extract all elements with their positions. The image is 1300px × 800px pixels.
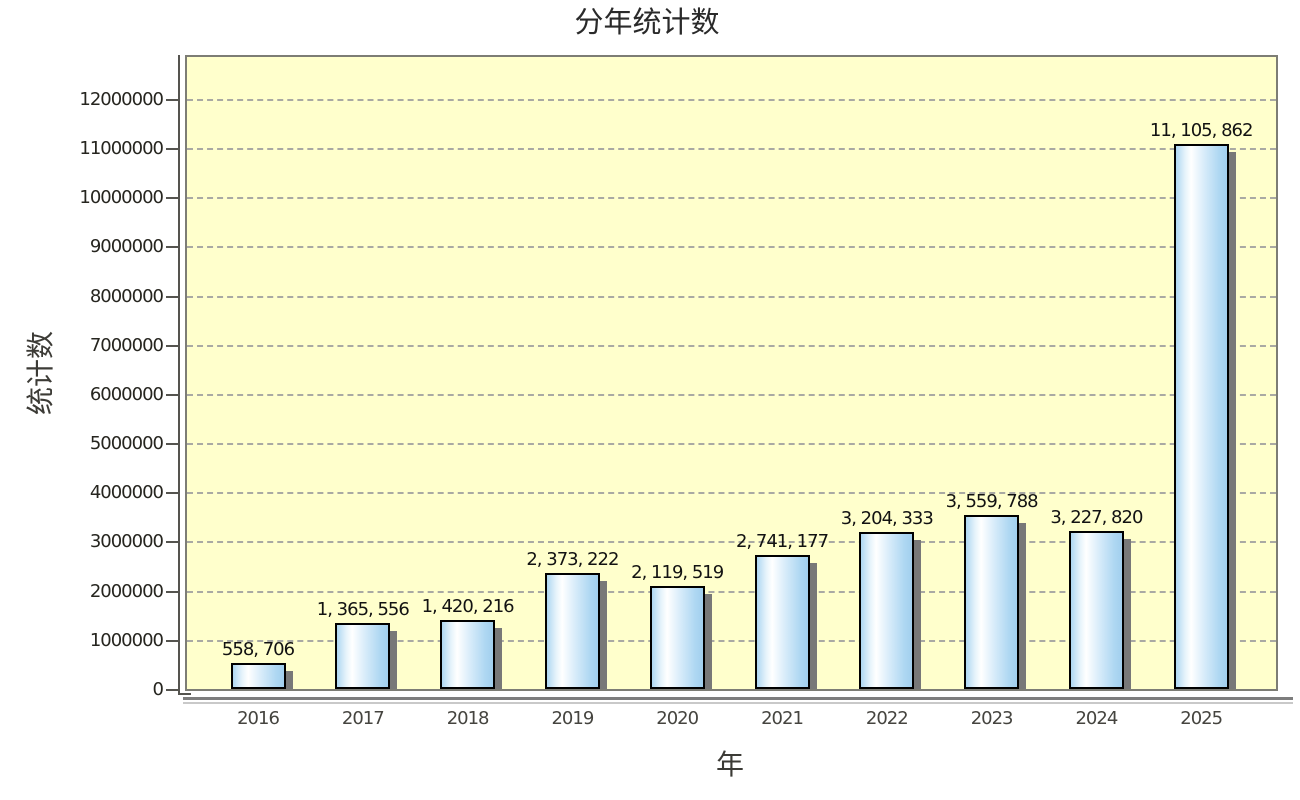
gridline (187, 443, 1276, 446)
gridline (187, 393, 1276, 396)
chart-title: 分年统计数 (574, 5, 720, 39)
y-tick-mark (166, 590, 178, 593)
bar-2016 (231, 663, 286, 689)
x-tick-label-2017: 2017 (341, 708, 385, 729)
x-axis-title: 年 (715, 748, 745, 781)
x-tick-label-2023: 2023 (970, 708, 1014, 729)
y-tick-label: 7000000 (89, 334, 164, 356)
x-tick-label-2018: 2018 (446, 708, 490, 729)
bar-2017 (335, 623, 390, 689)
y-tick-mark (166, 639, 178, 642)
gridline (187, 541, 1276, 544)
y-tick-label: 0 (152, 679, 164, 700)
y-tick-label: 12000000 (79, 88, 164, 110)
y-tick-mark (166, 148, 178, 151)
gridline (187, 590, 1276, 593)
y-tick-mark (166, 443, 178, 446)
gridline (187, 148, 1276, 151)
bar-2023 (964, 515, 1019, 689)
bar-value-label: 2, 373, 222 (526, 549, 619, 570)
y-tick-label: 3000000 (89, 531, 164, 553)
bar-2022 (859, 532, 914, 689)
y-tick-label: 9000000 (89, 236, 164, 258)
y-tick-label: 8000000 (89, 285, 164, 307)
y-tick-label: 11000000 (79, 138, 164, 160)
y-tick-label: 6000000 (89, 383, 164, 405)
gridline (187, 639, 1276, 642)
bar-value-label: 3, 559, 788 (945, 491, 1039, 512)
x-tick-label-2019: 2019 (551, 708, 594, 729)
bar-value-label: 2, 741, 177 (735, 531, 829, 552)
gridline (187, 344, 1276, 347)
y-axis-title: 统计数 (24, 330, 57, 416)
bar-2019 (545, 573, 600, 689)
x-tick-label-2024: 2024 (1075, 708, 1118, 729)
y-tick-mark (166, 393, 178, 396)
y-tick-mark (166, 689, 178, 691)
y-tick-label: 5000000 (89, 433, 164, 455)
bar-value-label: 558, 706 (221, 639, 295, 660)
x-tick-label-2022: 2022 (865, 708, 909, 729)
x-axis-line-shadow (183, 702, 1293, 704)
y-tick-mark (166, 295, 178, 298)
y-tick-mark (166, 246, 178, 249)
y-tick-label: 4000000 (89, 482, 164, 504)
x-tick-label-2016: 2016 (237, 708, 280, 729)
x-tick-label-2021: 2021 (761, 708, 804, 729)
gridline (187, 295, 1276, 298)
bar-value-label: 3, 204, 333 (840, 508, 934, 529)
x-axis-line (183, 697, 1293, 700)
bar-2025 (1174, 144, 1229, 689)
y-tick-mark (166, 541, 178, 544)
y-tick-label: 10000000 (79, 187, 164, 209)
y-axis-corner (178, 693, 191, 695)
bar-value-label: 11, 105, 862 (1149, 120, 1254, 141)
bar-2018 (440, 620, 495, 689)
bar-value-label: 1, 365, 556 (316, 599, 410, 620)
y-tick-label: 1000000 (89, 629, 164, 651)
gridline (187, 197, 1276, 200)
gridline (187, 246, 1276, 249)
x-tick-label-2025: 2025 (1180, 708, 1223, 729)
y-tick-mark (166, 492, 178, 495)
bar-value-label: 3, 227, 820 (1050, 507, 1143, 528)
y-tick-mark (166, 344, 178, 347)
bar-value-label: 1, 420, 216 (421, 596, 515, 617)
y-tick-label: 2000000 (89, 580, 164, 602)
y-tick-mark (166, 98, 178, 101)
bar-2024 (1069, 531, 1124, 689)
y-axis-line (178, 55, 180, 695)
x-tick-label-2020: 2020 (656, 708, 699, 729)
y-tick-mark (166, 197, 178, 200)
bar-2021 (755, 555, 810, 689)
gridline (187, 98, 1276, 101)
gridline (187, 492, 1276, 495)
bar-value-label: 2, 119, 519 (631, 562, 724, 583)
bar-2020 (650, 586, 705, 689)
